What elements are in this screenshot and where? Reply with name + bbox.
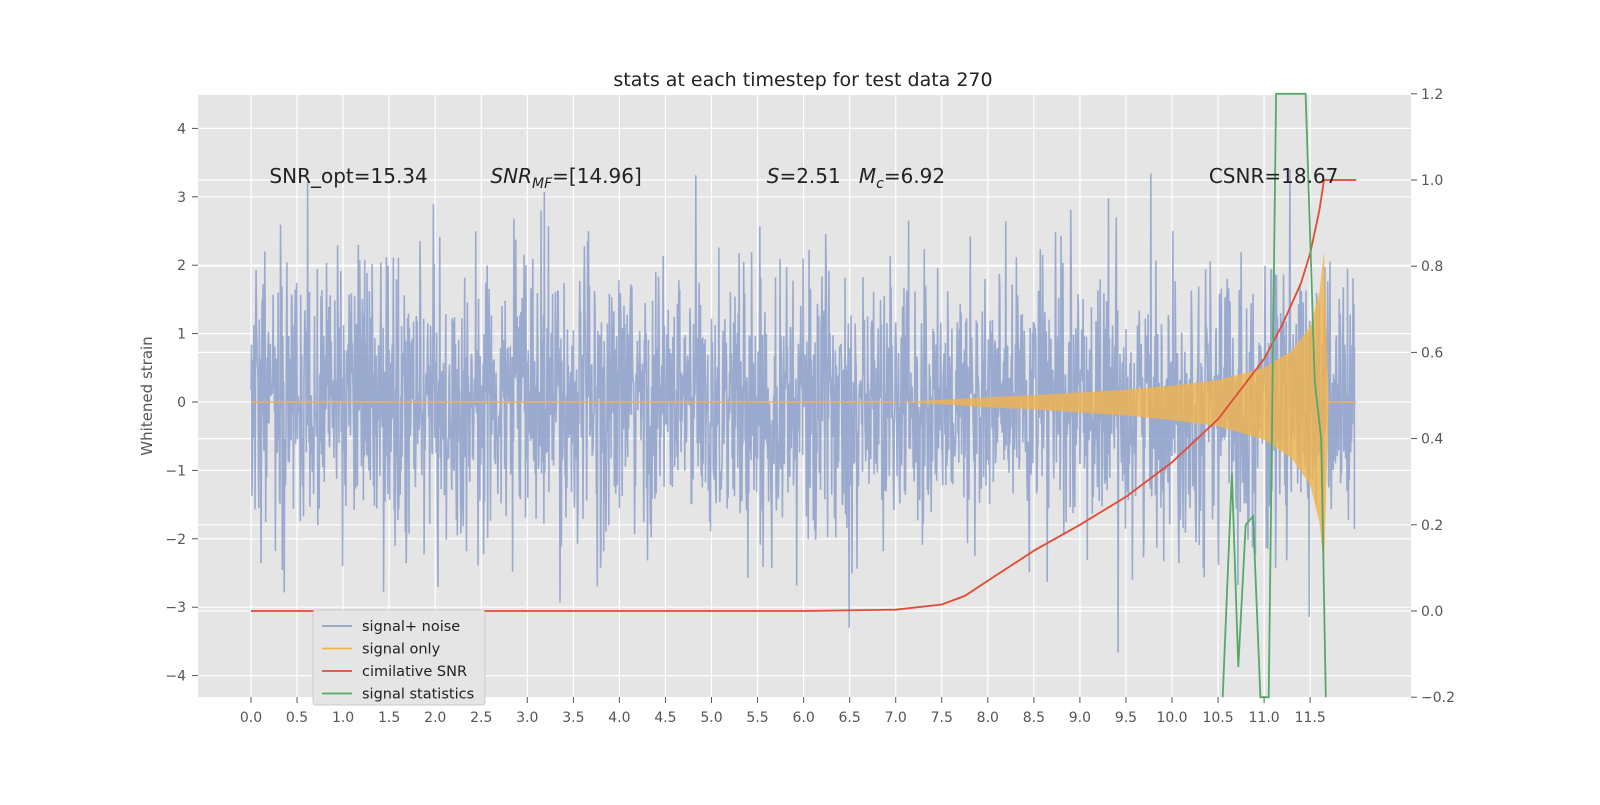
x-tick-label: 7.5 xyxy=(931,710,953,726)
annotations: SNR_opt=15.34 SNRMF=[14.96] S=2.51 Mc=6.92 C… xyxy=(269,164,1338,192)
signal-statistics-line xyxy=(1221,92,1327,699)
x-tick-label: 9.5 xyxy=(1115,710,1137,726)
x-tick-label: 2.0 xyxy=(424,710,446,726)
x-tick-label: 8.5 xyxy=(1023,710,1045,726)
signal-noise-series xyxy=(250,169,1356,653)
y-axis-left: 4 3 2 1 0 −1 −2 −3 −4 xyxy=(165,121,198,685)
y-tick-label: 2 xyxy=(177,258,186,274)
annotation-text: Mc=6.92 xyxy=(859,164,945,192)
x-tick-label: 0.0 xyxy=(240,710,262,726)
y-tick-label: −2 xyxy=(165,532,186,548)
x-tick-label: 9.0 xyxy=(1069,710,1091,726)
x-tick-label: 11.0 xyxy=(1249,710,1280,726)
x-tick-label: 8.0 xyxy=(977,710,999,726)
x-tick-label: 3.5 xyxy=(562,710,584,726)
y-right-tick-label: 0.4 xyxy=(1421,432,1443,448)
annotation-text: CSNR=18.67 xyxy=(1209,164,1339,188)
signal-envelope xyxy=(895,251,1357,568)
y-tick-label: 0 xyxy=(177,395,186,411)
y-tick-label: −1 xyxy=(165,463,186,479)
y-tick-label: −3 xyxy=(165,600,186,616)
chart-title: stats at each timestep for test data 270 xyxy=(613,69,992,91)
legend: signal+ noise signal only cimilative SNR si… xyxy=(312,609,486,706)
x-tick-label: 4.0 xyxy=(608,710,630,726)
cumulative-snr-series xyxy=(251,179,1357,612)
annotation-text: S=2.51 xyxy=(767,164,841,188)
x-tick-label: 4.5 xyxy=(654,710,676,726)
legend-label: cimilative SNR xyxy=(362,664,467,680)
legend-label: signal+ noise xyxy=(362,619,460,635)
x-tick-label: 10.0 xyxy=(1156,710,1187,726)
legend-label: signal only xyxy=(362,642,441,658)
signal-statistics-series xyxy=(1221,92,1327,699)
y-right-tick-label: 1.0 xyxy=(1421,173,1443,189)
x-tick-label: 7.0 xyxy=(885,710,907,726)
x-tick-label: 5.5 xyxy=(746,710,768,726)
x-tick-label: 0.5 xyxy=(286,710,308,726)
y-right-tick-label: −0.2 xyxy=(1421,690,1455,706)
y-tick-label: 1 xyxy=(177,327,186,343)
legend-box xyxy=(312,609,486,706)
y-tick-label: 4 xyxy=(177,121,186,137)
x-tick-label: 1.5 xyxy=(378,710,400,726)
x-tick-label: 2.5 xyxy=(470,710,492,726)
legend-label: signal statistics xyxy=(362,687,474,703)
x-tick-label: 5.0 xyxy=(700,710,722,726)
x-tick-label: 6.0 xyxy=(792,710,814,726)
cumulative-snr-line xyxy=(251,179,1357,612)
y-right-tick-label: 0.6 xyxy=(1421,345,1443,361)
signal-only-series xyxy=(251,251,1357,568)
x-tick-label: 3.0 xyxy=(516,710,538,726)
x-tick-label: 6.5 xyxy=(839,710,861,726)
noise-line xyxy=(250,169,1356,653)
x-tick-label: 11.5 xyxy=(1295,710,1326,726)
x-axis: 0.0 0.5 1.0 1.5 2.0 2.5 3.0 3.5 4.0 4.5 5.0 5.5 6.0 6… xyxy=(240,697,1326,726)
y-axis-right: 1.2 1.0 0.8 0.6 0.4 0.2 0.0 −0.2 xyxy=(1411,87,1455,706)
annotation-text: SNRMF=[14.96] xyxy=(490,164,641,192)
y-right-tick-label: 0.2 xyxy=(1421,518,1443,534)
x-tick-label: 1.0 xyxy=(332,710,354,726)
y-right-tick-label: 0.8 xyxy=(1421,259,1443,275)
y-right-tick-label: 0.0 xyxy=(1421,604,1443,620)
y-tick-label: 3 xyxy=(177,190,186,206)
y-axis-label: Whitened strain xyxy=(138,336,156,455)
annotation-text: SNR_opt=15.34 xyxy=(269,164,427,188)
x-tick-label: 10.5 xyxy=(1202,710,1233,726)
y-tick-label: −4 xyxy=(165,669,186,685)
y-right-tick-label: 1.2 xyxy=(1421,87,1443,103)
